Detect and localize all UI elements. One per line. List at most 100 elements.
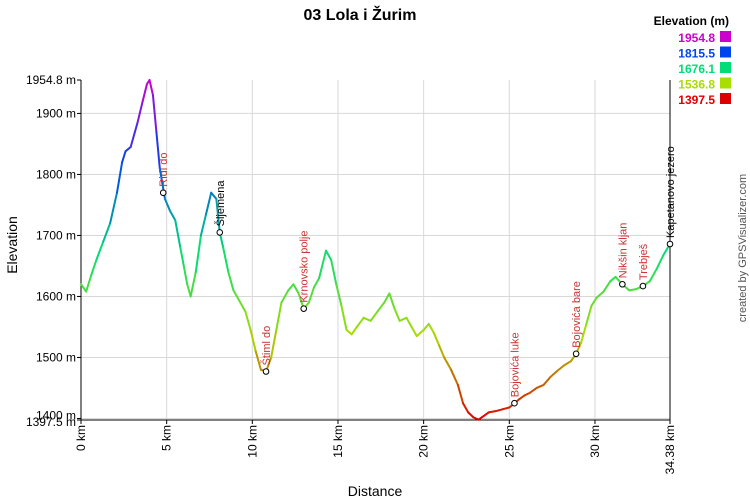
profile-segment bbox=[501, 406, 511, 411]
profile-segment bbox=[307, 286, 315, 304]
profile-segment bbox=[115, 161, 124, 194]
profile-segment bbox=[80, 283, 88, 293]
profile-segment bbox=[239, 301, 247, 313]
profile-segment bbox=[312, 277, 321, 289]
waypoint-marker bbox=[619, 280, 626, 288]
profile-segment bbox=[427, 322, 435, 335]
waypoint-label: Kapetanovo jezero bbox=[665, 146, 677, 238]
profile-segment bbox=[194, 234, 202, 274]
x-tick-label: 25 km bbox=[502, 425, 516, 458]
profile-segment bbox=[199, 213, 208, 237]
profile-segment bbox=[393, 307, 401, 322]
y-tick-label: 1800 m bbox=[36, 167, 76, 181]
profile-segment bbox=[109, 191, 118, 225]
profile-segment bbox=[410, 325, 418, 338]
profile-segment bbox=[155, 130, 161, 170]
profile-segment bbox=[535, 383, 545, 389]
waypoint-label: Trebješ bbox=[638, 243, 650, 280]
profile-segment bbox=[376, 301, 386, 313]
waypoint-label: Bojovića bare bbox=[571, 281, 583, 348]
profile-segment bbox=[249, 329, 257, 353]
profile-segment bbox=[528, 386, 538, 394]
profile-segment bbox=[398, 316, 408, 322]
profile-segment bbox=[595, 290, 605, 299]
profile-segment bbox=[270, 329, 278, 359]
x-tick-label: 20 km bbox=[417, 425, 431, 458]
waypoint-marker bbox=[262, 368, 270, 375]
profile-segment bbox=[450, 368, 459, 386]
y-tick-label: 1700 m bbox=[36, 228, 76, 242]
chart-title: 03 Lola i Žurim bbox=[304, 5, 417, 24]
profile-segment bbox=[362, 316, 372, 322]
waypoint-markers: Ridi do Šljemena Štiml do Krnovsko polje Boj… bbox=[158, 146, 677, 407]
profile-segment bbox=[330, 258, 338, 286]
profile-segment bbox=[609, 275, 617, 283]
profile-segment bbox=[210, 191, 218, 200]
profile-segment bbox=[405, 316, 413, 328]
waypoint-label: Šljemena bbox=[214, 180, 227, 227]
profile-segment bbox=[590, 296, 598, 307]
profile-segment bbox=[345, 329, 353, 336]
profile-segment bbox=[151, 94, 158, 133]
x-tick-label: 30 km bbox=[588, 425, 602, 458]
profile-segment bbox=[121, 150, 127, 164]
profile-segment bbox=[179, 246, 185, 267]
profile-segment bbox=[655, 253, 665, 271]
profile-segment bbox=[438, 344, 446, 359]
profile-segment bbox=[518, 394, 526, 400]
elevation-profile-series bbox=[80, 79, 671, 421]
profile-segment bbox=[422, 322, 430, 332]
profile-segment bbox=[254, 350, 262, 371]
profile-segment bbox=[477, 415, 485, 421]
profile-segment bbox=[169, 210, 177, 222]
profile-segment bbox=[443, 356, 453, 371]
legend-swatch bbox=[720, 46, 731, 58]
x-tick-label: 5 km bbox=[160, 425, 174, 451]
y-tick-label: 1500 m bbox=[36, 350, 76, 364]
profile-segment bbox=[388, 292, 396, 310]
x-tick-label: 15 km bbox=[331, 425, 345, 458]
profile-segment bbox=[205, 191, 213, 216]
profile-segment bbox=[580, 322, 588, 344]
legend-label: 1536.8 bbox=[678, 78, 715, 92]
profile-segment bbox=[335, 283, 343, 307]
profile-segment bbox=[148, 79, 154, 97]
profile-segment bbox=[90, 258, 98, 277]
profile-segment bbox=[432, 332, 441, 347]
profile-segment bbox=[174, 219, 182, 249]
profile-segment bbox=[136, 100, 144, 124]
profile-segment bbox=[563, 360, 572, 367]
profile-segment bbox=[232, 289, 242, 304]
profile-segment bbox=[244, 310, 252, 332]
waypoint-marker bbox=[639, 282, 647, 290]
legend-title: Elevation (m) bbox=[654, 14, 729, 28]
profile-segment bbox=[324, 249, 333, 261]
profile-segment bbox=[355, 316, 365, 328]
profile-segment bbox=[141, 83, 148, 103]
waypoint-label: Štiml do bbox=[260, 326, 273, 366]
waypoint-marker bbox=[216, 229, 224, 236]
profile-segment bbox=[467, 411, 475, 419]
profile-segment bbox=[350, 325, 358, 336]
credit-text: created by GPSVisualizer.com bbox=[737, 174, 749, 322]
waypoint-label: Nikšin kljan bbox=[617, 223, 629, 279]
y-tick-label: 1900 m bbox=[36, 106, 76, 120]
legend-label: 1676.1 bbox=[678, 62, 715, 76]
profile-segment bbox=[556, 364, 566, 372]
profile-segment bbox=[648, 268, 658, 283]
x-axis-ticks: 0 km 5 km 10 km 15 km 20 km 25 km 30 km 34.38 k… bbox=[74, 420, 677, 474]
profile-segment bbox=[129, 121, 139, 148]
waypoint-marker bbox=[159, 189, 167, 197]
legend-swatch bbox=[720, 77, 731, 89]
plot-grid bbox=[81, 80, 670, 420]
profile-segment bbox=[369, 310, 379, 322]
waypoint-label: Ridi do bbox=[158, 152, 170, 186]
profile-segment bbox=[628, 288, 638, 292]
profile-segment bbox=[182, 264, 189, 286]
profile-segment bbox=[102, 222, 112, 243]
profile-segment bbox=[482, 411, 490, 418]
profile-segment bbox=[415, 329, 425, 338]
